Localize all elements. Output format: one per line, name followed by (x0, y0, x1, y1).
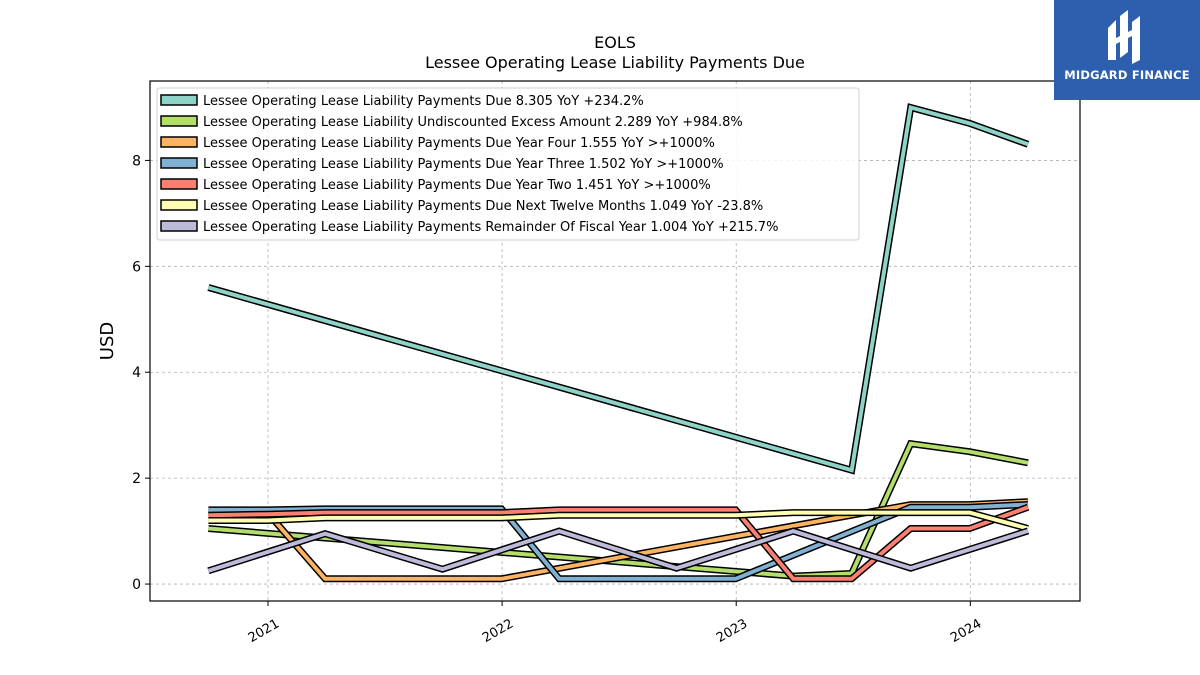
y-tick-label: 2 (132, 471, 141, 487)
plot-frame (149, 80, 1081, 602)
legend-swatch (160, 136, 198, 148)
legend-swatch (160, 178, 198, 190)
legend-label: Lessee Operating Lease Liability Payment… (203, 94, 644, 109)
legend-label: Lessee Operating Lease Liability Payment… (203, 136, 715, 151)
series-line-4 (208, 502, 1029, 581)
legend-swatch (160, 157, 198, 169)
legend-label: Lessee Operating Lease Liability Payment… (203, 199, 763, 214)
y-tick-label: 0 (132, 577, 141, 593)
legend-label: Lessee Operating Lease Liability Payment… (203, 178, 711, 193)
legend-swatch (160, 94, 198, 106)
legend-label: Lessee Operating Lease Liability Payment… (203, 157, 724, 172)
series-line-5 (208, 505, 1029, 581)
series-layer (207, 103, 1030, 583)
legend-label: Lessee Operating Lease Liability Undisco… (203, 115, 743, 130)
legend-box (156, 87, 860, 241)
legend-swatch (160, 115, 198, 127)
series-line-7 (207, 528, 1029, 573)
legend-swatch (160, 199, 198, 211)
y-axis-label: USD (97, 322, 118, 360)
y-tick-label: 4 (132, 365, 141, 381)
chart-title: EOLS (594, 33, 636, 52)
x-tick-label: 2021 (246, 616, 282, 646)
y-tick-label: 8 (132, 153, 141, 169)
series-line-6 (208, 510, 1029, 531)
x-tick-label: 2022 (480, 616, 516, 646)
logo-text: MIDGARD FINANCE (1064, 68, 1190, 82)
x-tick-label: 2024 (948, 616, 984, 646)
midgard-logo-icon (1108, 10, 1140, 64)
y-tick-label: 6 (132, 259, 141, 275)
series-line-1 (207, 104, 1029, 473)
legend-label: Lessee Operating Lease Liability Payment… (203, 220, 778, 235)
legend: Lessee Operating Lease Liability Payment… (156, 87, 860, 241)
x-tick-label: 2023 (714, 616, 750, 646)
midgard-finance-logo: MIDGARD FINANCE (1054, 0, 1200, 100)
legend-swatch (160, 220, 198, 232)
chart-subtitle: Lessee Operating Lease Liability Payment… (425, 53, 805, 72)
